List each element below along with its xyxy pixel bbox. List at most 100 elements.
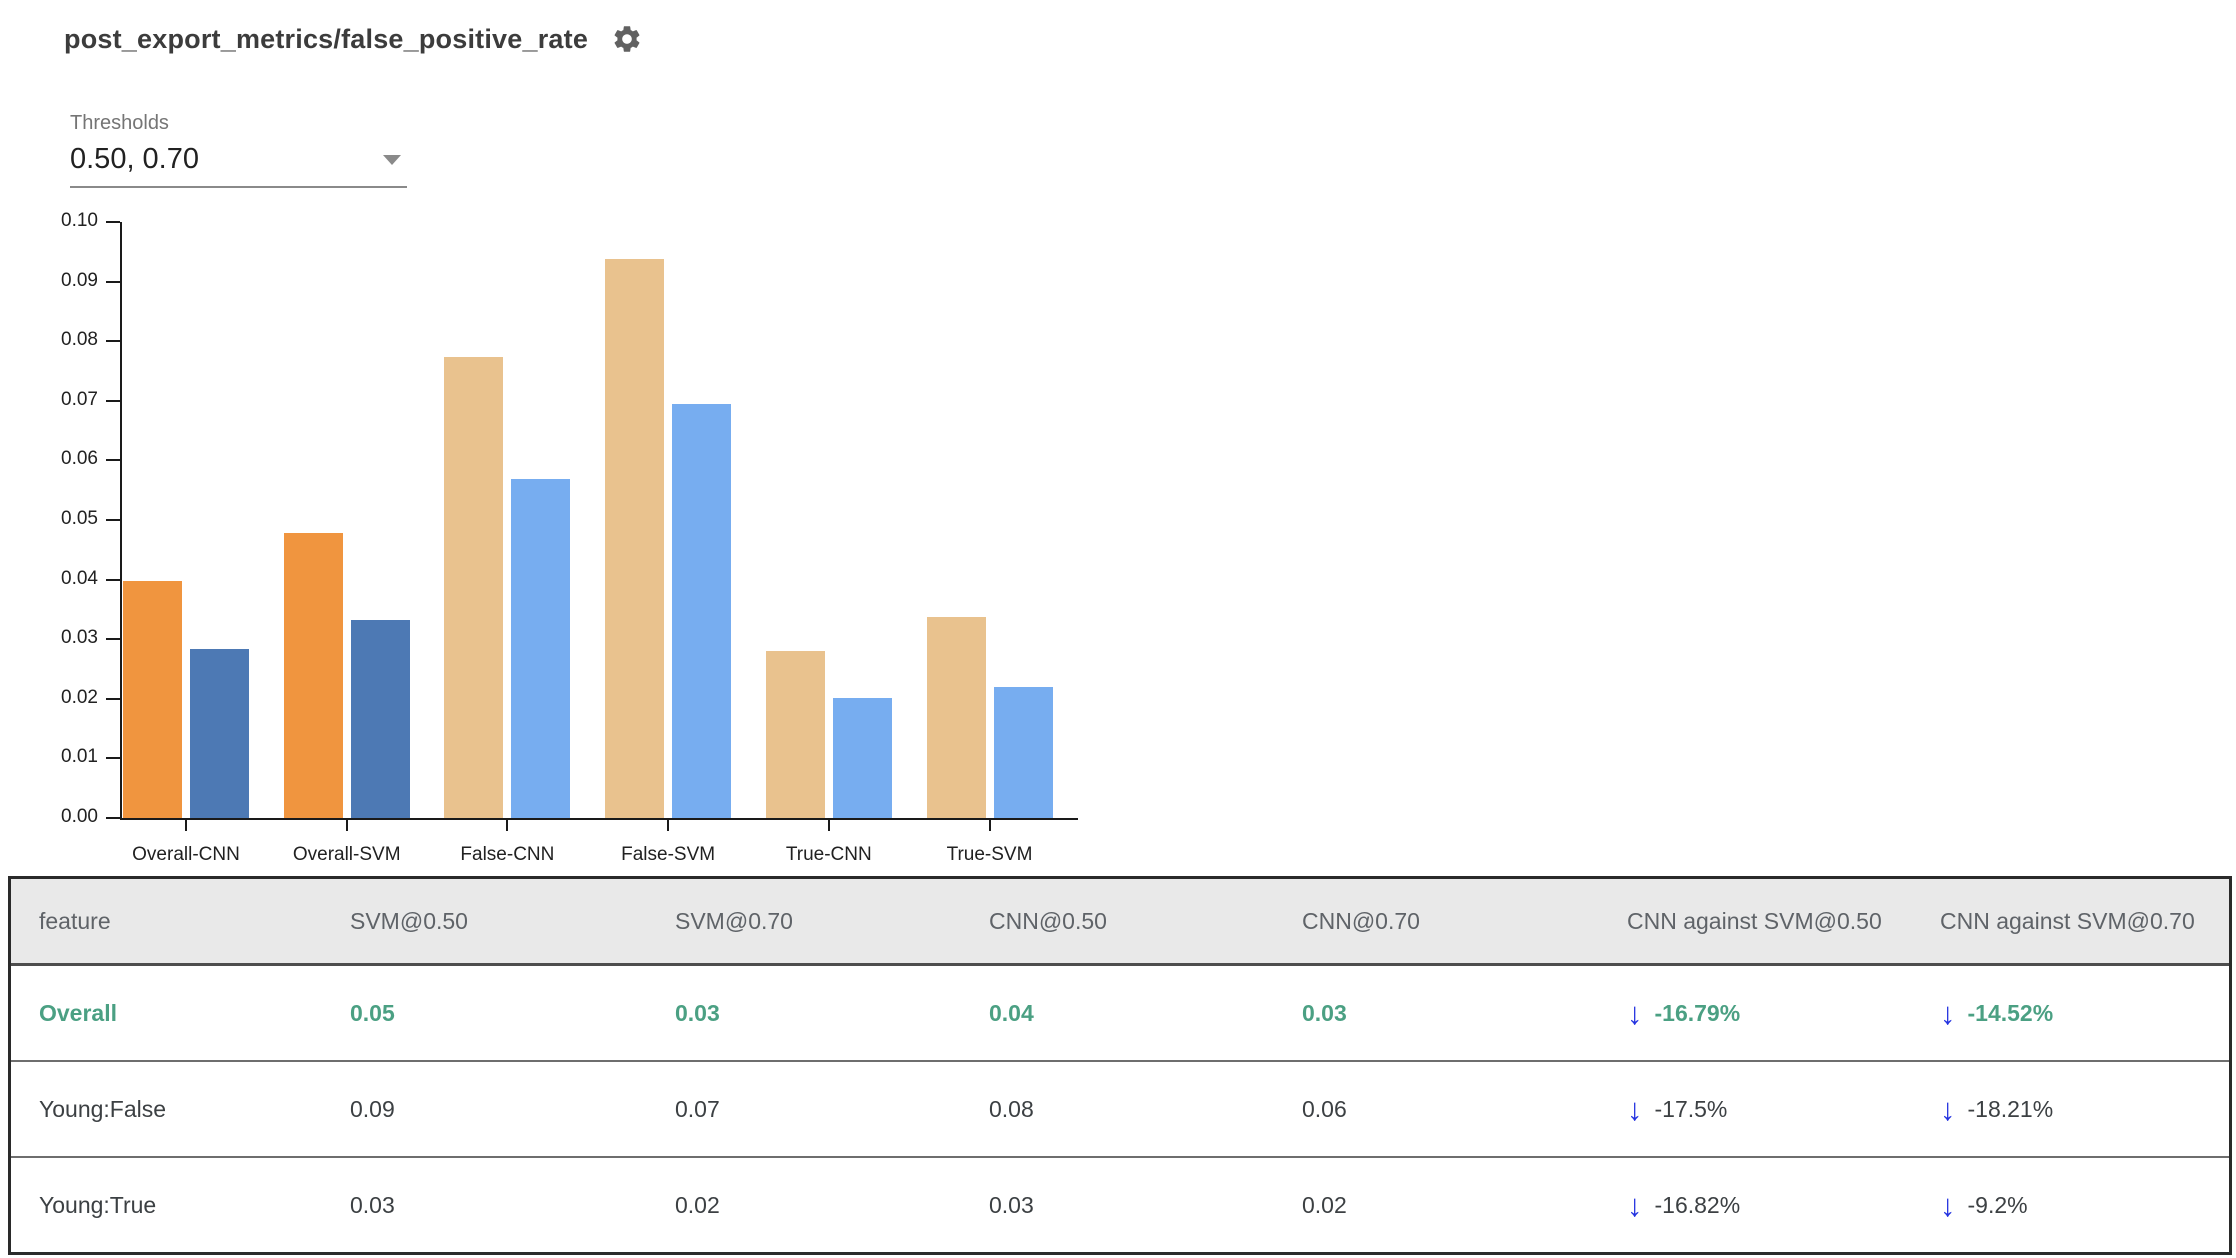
feature-cell: Young:False [39, 1095, 167, 1122]
metric-value-cell: 0.05 [350, 999, 395, 1026]
comparison-value: -17.5% [1654, 1095, 1728, 1122]
comparison-value: -9.2% [1967, 1191, 2028, 1218]
page-title: post_export_metrics/false_positive_rate [64, 23, 589, 54]
y-axis-tick [106, 459, 120, 462]
comparison-value: -16.82% [1654, 1191, 1741, 1218]
header: post_export_metrics/false_positive_rate [64, 22, 644, 56]
column-header: SVM@0.70 [675, 907, 793, 934]
y-axis-tick-label: 0.01 [61, 746, 98, 768]
x-axis-tick [185, 820, 187, 831]
x-axis-label: Overall-CNN [132, 844, 240, 865]
y-axis-tick-label: 0.05 [61, 508, 98, 529]
bar-false-svm-threshold@0.70 [672, 404, 732, 818]
false-positive-rate-bar-chart: 0.10 0.09 0.08 0.07 0.06 0.05 0.04 0.03 0.02 0.01… [61, 210, 1078, 865]
thresholds-control: Thresholds 0.50, 0.70 [70, 112, 407, 188]
metric-value-cell: 0.02 [675, 1191, 720, 1218]
comparison-value: -18.21% [1967, 1095, 2054, 1122]
y-axis-tick-label: 0.04 [61, 567, 98, 589]
table-header-row: feature SVM@0.50 SVM@0.70 CNN@0.50 CNN@0.70 C… [11, 879, 2229, 963]
bar-overall-svm-threshold@0.70 [350, 620, 410, 818]
metric-value-cell: 0.04 [989, 999, 1034, 1026]
comparison-cell: ↓ -16.82% [1599, 1158, 1912, 1252]
column-header: CNN against SVM@0.50 [1627, 907, 1882, 934]
y-axis-tick [106, 399, 120, 402]
thresholds-select[interactable]: 0.50, 0.70 [70, 143, 407, 188]
y-axis-tick-label: 0.02 [61, 686, 98, 708]
arrow-down-icon: ↓ [1627, 995, 1643, 1031]
gear-icon [611, 23, 643, 55]
x-axis-tick [827, 820, 830, 831]
bar-false-svm-threshold@0.50 [605, 259, 665, 818]
comparison-cell: ↓ -14.52% [1912, 966, 2229, 1060]
table-row: Young:True 0.03 0.02 0.03 0.02 ↓ -16.82% ↓ -9.2% [11, 1156, 2229, 1252]
y-axis-tick-label: 0.10 [61, 210, 98, 231]
metric-value-cell: 0.08 [989, 1095, 1034, 1122]
y-axis-tick [106, 519, 120, 521]
x-axis-label: True-SVM [946, 844, 1033, 865]
y-axis-tick-label: 0.00 [61, 806, 98, 827]
metric-value-cell: 0.03 [1302, 999, 1347, 1026]
bar-overall-cnn-threshold@0.70 [190, 649, 249, 818]
y-axis-tick [106, 221, 120, 223]
arrow-down-icon: ↓ [1940, 995, 1956, 1031]
y-axis-tick [106, 280, 120, 283]
metric-value-cell: 0.06 [1302, 1095, 1347, 1122]
column-header: feature [39, 907, 111, 934]
bar-false-cnn-threshold@0.70 [511, 479, 571, 818]
comparison-value: -16.79% [1654, 999, 1741, 1026]
feature-cell: Overall [39, 999, 117, 1026]
metrics-table: feature SVM@0.50 SVM@0.70 CNN@0.50 CNN@0.70 C… [8, 876, 2232, 1255]
y-axis-tick [106, 638, 120, 641]
bar-true-cnn-threshold@0.50 [765, 651, 825, 818]
thresholds-selected-value: 0.50, 0.70 [70, 143, 199, 175]
arrow-down-icon: ↓ [1940, 1091, 1956, 1127]
bar-overall-cnn-threshold@0.50 [123, 581, 182, 818]
comparison-cell: ↓ -17.5% [1599, 1062, 1912, 1156]
x-axis-tick [667, 820, 670, 831]
y-axis-tick-label: 0.06 [61, 448, 98, 470]
y-axis-tick-label: 0.03 [61, 627, 98, 649]
table-row: Overall 0.05 0.03 0.04 0.03 ↓ -16.79% ↓ -14.52% [11, 963, 2229, 1060]
arrow-down-icon: ↓ [1627, 1187, 1643, 1223]
x-axis-label: False-CNN [460, 844, 555, 865]
y-axis-tick [106, 697, 120, 700]
bar-true-cnn-threshold@0.70 [832, 698, 892, 818]
x-axis-tick [506, 820, 509, 831]
y-axis-tick [106, 340, 120, 343]
column-header: CNN against SVM@0.70 [1940, 907, 2195, 934]
y-axis-tick [106, 757, 120, 760]
bar-overall-svm-threshold@0.50 [283, 533, 343, 818]
table-row: Young:False 0.09 0.07 0.08 0.06 ↓ -17.5% ↓ -18.2… [11, 1060, 2229, 1156]
x-axis-label: Overall-SVM [292, 844, 401, 865]
y-axis-tick [106, 578, 120, 581]
y-axis-tick-label: 0.09 [61, 269, 98, 291]
metric-value-cell: 0.02 [1302, 1191, 1347, 1218]
comparison-value: -14.52% [1967, 999, 2054, 1026]
y-axis-tick-label: 0.08 [61, 329, 98, 351]
settings-button[interactable] [610, 22, 644, 56]
column-header: CNN@0.50 [989, 907, 1107, 934]
x-axis-label: False-SVM [621, 844, 716, 865]
feature-cell: Young:True [39, 1191, 157, 1218]
column-header: CNN@0.70 [1302, 907, 1420, 934]
comparison-cell: ↓ -18.21% [1912, 1062, 2229, 1156]
comparison-cell: ↓ -16.79% [1599, 966, 1912, 1060]
arrow-down-icon: ↓ [1627, 1091, 1643, 1127]
metric-value-cell: 0.07 [675, 1095, 720, 1122]
column-header: SVM@0.50 [350, 907, 468, 934]
x-axis-label: True-CNN [785, 844, 872, 865]
metric-value-cell: 0.09 [350, 1095, 395, 1122]
arrow-down-icon: ↓ [1940, 1187, 1956, 1223]
y-axis-tick [106, 817, 120, 819]
bar-true-svm-threshold@0.70 [993, 687, 1053, 818]
chevron-down-icon [383, 154, 401, 165]
metric-value-cell: 0.03 [989, 1191, 1034, 1218]
metric-value-cell: 0.03 [675, 999, 720, 1026]
bar-true-svm-threshold@0.50 [926, 617, 986, 818]
y-axis-tick-label: 0.07 [61, 388, 98, 410]
bar-false-cnn-threshold@0.50 [444, 357, 504, 818]
comparison-cell: ↓ -9.2% [1912, 1158, 2229, 1252]
x-axis-tick [988, 820, 991, 831]
metric-value-cell: 0.03 [350, 1191, 395, 1218]
x-axis-tick [345, 820, 348, 831]
